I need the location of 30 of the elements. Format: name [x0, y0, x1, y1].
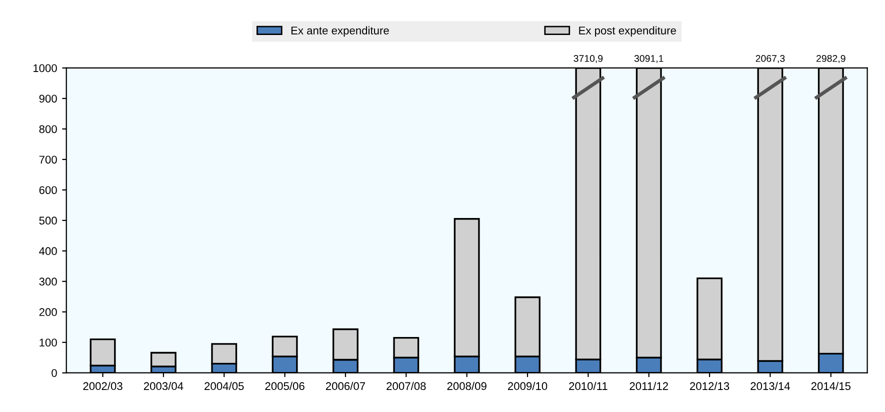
x-tick-label: 2005/06 [265, 382, 304, 390]
x-tick-label: 2013/14 [750, 382, 790, 390]
y-tick-label: 500 [39, 216, 57, 225]
y-tick-label: 600 [39, 186, 57, 194]
x-tick-label: 2011/12 [630, 382, 668, 390]
x-tick-label: 2007/08 [386, 382, 426, 390]
x-tick-label: 2008/09 [447, 382, 486, 390]
x-tick-label: 2004/05 [204, 382, 244, 390]
legend-label: Ex ante expenditure [291, 26, 389, 37]
x-tick-label: 2009/10 [508, 382, 548, 390]
y-tick-label: 200 [39, 308, 57, 316]
y-tick-label: 400 [39, 247, 57, 256]
y-tick-label: 700 [39, 156, 57, 164]
y-tick-label: 1000 [33, 64, 57, 72]
legend-label: Ex post expenditure [579, 26, 676, 37]
x-tick-label: 2012/13 [690, 382, 730, 390]
y-tick-label: 900 [39, 94, 57, 103]
annotation: 3091,1 [634, 55, 664, 64]
x-tick-label: 2014/15 [811, 382, 851, 390]
annotation: 2982,9 [816, 55, 846, 64]
annotation: 3710,9 [574, 55, 603, 64]
annotation: 2067,3 [756, 55, 785, 64]
y-tick-label: 300 [39, 278, 57, 286]
x-tick-label: 2010/11 [569, 382, 608, 390]
y-tick-label: 800 [39, 125, 57, 134]
y-tick-label: 0 [52, 369, 57, 377]
y-tick-label: 100 [40, 338, 57, 347]
x-tick-label: 2006/07 [326, 382, 366, 390]
x-tick-label: 2002/03 [83, 382, 122, 390]
x-tick-label: 2003/04 [144, 382, 184, 390]
